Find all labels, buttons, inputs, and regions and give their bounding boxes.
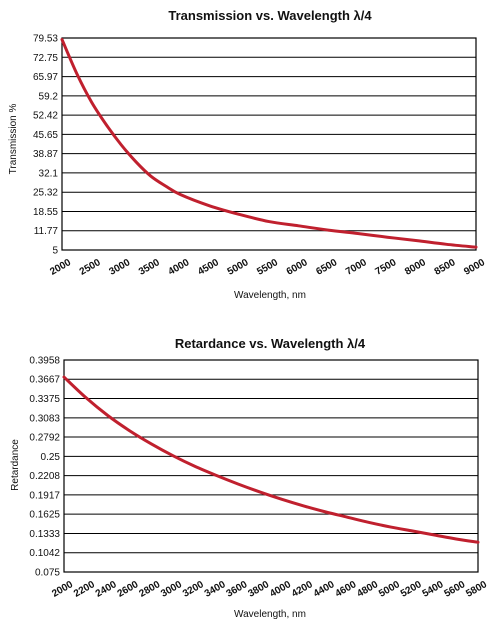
x-tick-label: 3000 [107,257,132,278]
retardance-chart: Retardance vs. Wavelength λ/4 0.3958 0.36… [10,336,489,620]
y-tick-label: 0.1333 [29,529,60,540]
x-tick-label: 9000 [462,257,487,278]
x-tick-label: 2800 [137,579,162,600]
y-tick-label: 0.3375 [29,394,60,405]
y-tick-label: 18.55 [33,207,58,218]
y-tick-label: 0.25 [41,452,61,463]
chart-title: Transmission vs. Wavelength λ/4 [168,8,372,23]
y-axis-label: Transmission % [8,104,19,175]
y-tick-label: 38.87 [33,149,58,160]
transmission-curve [60,38,478,249]
x-tick-label: 6500 [314,257,339,278]
y-tick-label: 25.32 [33,188,58,199]
y-tick-label: 11.77 [34,226,59,237]
y-axis-label: Retardance [10,439,21,491]
transmission-chart: Transmission vs. Wavelength λ/4 79.53 72.… [8,8,487,301]
x-tick-label: 6000 [285,257,310,278]
y-tick-label: 5 [52,246,58,257]
x-axis-label: Wavelength, nm [234,609,306,620]
x-tick-label: 3800 [246,579,271,600]
x-tick-label: 3400 [203,579,228,600]
x-tick-label: 5200 [399,579,424,600]
gridlines [62,37,476,251]
x-tick-label: 4400 [312,579,337,600]
x-tick-label: 2200 [72,579,97,600]
x-tick-labels: 2000 2500 3000 3500 4000 4500 5000 5500 6000 6500… [48,257,487,278]
y-tick-label: 0.1625 [29,510,60,521]
x-tick-labels: 2000220024002600280030003200340036003800… [50,579,489,600]
x-tick-label: 7500 [374,257,399,278]
plot-frame [63,359,479,573]
x-tick-label: 2000 [48,257,73,278]
x-tick-label: 3200 [181,579,206,600]
x-tick-label: 3000 [159,579,184,600]
x-tick-label: 5000 [226,257,251,278]
x-tick-label: 4800 [355,579,380,600]
chart-title: Retardance vs. Wavelength λ/4 [175,336,366,351]
x-tick-label: 2500 [78,257,103,278]
y-tick-label: 65.97 [33,72,58,83]
x-tick-label: 5600 [442,579,467,600]
x-tick-label: 5400 [421,579,446,600]
x-tick-label: 5000 [377,579,402,600]
y-tick-label: 0.075 [35,568,60,579]
y-tick-label: 0.3958 [29,356,60,367]
y-tick-label: 72.75 [33,53,58,64]
gridlines [64,359,478,573]
y-tick-label: 32.1 [39,168,59,179]
x-tick-label: 2600 [116,579,141,600]
y-tick-label: 0.1917 [29,490,60,501]
y-tick-label: 0.2208 [29,471,60,482]
x-axis-label: Wavelength, nm [234,290,306,301]
x-tick-label: 3500 [137,257,162,278]
x-tick-label: 5800 [464,579,489,600]
y-tick-label: 0.3667 [29,375,60,386]
x-tick-label: 4600 [333,579,358,600]
x-tick-label: 5500 [255,257,280,278]
x-tick-label: 4000 [268,579,293,600]
x-tick-label: 2000 [50,579,75,600]
x-tick-label: 8000 [403,257,428,278]
y-tick-label: 0.2792 [29,433,60,444]
y-tick-label: 59.2 [39,91,59,102]
plot-frame [61,37,477,251]
y-tick-label: 79.53 [33,34,58,45]
x-tick-label: 3600 [225,579,250,600]
y-tick-label: 0.3083 [29,413,60,424]
y-tick-labels: 79.53 72.75 65.97 59.2 52.42 45.65 38.87 32.1 25… [33,34,58,257]
x-tick-label: 4200 [290,579,315,600]
x-tick-label: 4500 [196,257,221,278]
y-tick-labels: 0.3958 0.3667 0.3375 0.3083 0.2792 0.25 0.2208… [29,356,60,579]
retardance-curve [62,375,480,544]
y-tick-label: 52.42 [33,111,58,122]
y-tick-label: 45.65 [33,130,58,141]
y-tick-label: 0.1042 [29,548,60,559]
x-tick-label: 2400 [94,579,119,600]
x-tick-label: 8500 [433,257,458,278]
x-tick-label: 4000 [167,257,192,278]
x-tick-label: 7000 [344,257,369,278]
